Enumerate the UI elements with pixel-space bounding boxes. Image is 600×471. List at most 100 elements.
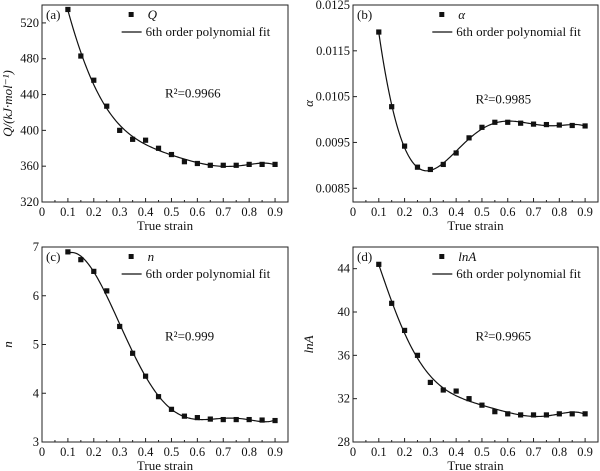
y-tick-label: 360: [20, 159, 39, 173]
x-tick-label: 0.4: [448, 445, 464, 459]
x-tick-label: 0.6: [500, 205, 516, 219]
y-tick-label: 4: [33, 386, 40, 400]
x-tick-label: 0.1: [60, 445, 76, 459]
x-tick-label: 0.5: [164, 445, 180, 459]
data-point: [569, 411, 575, 417]
data-point: [194, 415, 200, 421]
panel-label: (a): [46, 7, 60, 22]
panel-label: (b): [357, 7, 372, 22]
x-tick-label: 0.3: [112, 205, 128, 219]
data-point: [453, 150, 459, 156]
data-point: [78, 257, 84, 263]
data-point: [505, 411, 511, 417]
legend-marker-label: Q: [148, 7, 158, 22]
y-axis-label: n: [0, 341, 15, 348]
x-tick-label: 0.8: [552, 445, 568, 459]
x-tick-label: 0.4: [448, 205, 464, 219]
data-point: [168, 406, 175, 412]
x-tick-label: 0.7: [526, 205, 542, 219]
data-point: [272, 161, 278, 167]
x-axis-label: True strain: [447, 218, 504, 233]
data-point: [582, 123, 588, 129]
r-squared-annotation: R²=0.9985: [476, 92, 532, 107]
x-tick-label: 0.4: [138, 205, 154, 219]
x-tick-label: 0.9: [577, 205, 593, 219]
data-point: [414, 352, 421, 358]
legend-line-label: 6th order polynomial fit: [456, 24, 581, 39]
data-point: [233, 162, 239, 168]
data-point: [155, 145, 162, 151]
y-tick-label: 0.0095: [316, 135, 350, 149]
legend-marker-icon: [128, 12, 134, 17]
data-point: [440, 387, 446, 393]
data-point: [78, 53, 84, 59]
x-tick-label: 0.7: [526, 445, 542, 459]
data-point: [65, 6, 71, 13]
data-point: [427, 379, 433, 386]
x-tick-label: 0.1: [60, 205, 76, 219]
data-point: [401, 143, 408, 149]
plot-frame: [41, 4, 289, 203]
x-tick-label: 0.2: [86, 445, 102, 459]
y-axis-label: Q/(kJ·mol⁻¹): [0, 70, 15, 137]
data-point: [259, 161, 265, 167]
legend-marker-label: α: [458, 7, 466, 22]
x-axis-label: True strain: [447, 458, 504, 471]
legend-marker-icon: [439, 12, 445, 17]
x-tick-label: 0.9: [577, 445, 593, 459]
y-tick-label: 7: [33, 240, 39, 254]
x-tick-label: 0.5: [474, 205, 490, 219]
x-tick-label: 0.5: [474, 445, 490, 459]
data-point: [220, 416, 226, 423]
x-tick-label: 0.3: [423, 205, 439, 219]
panel-label: (c): [46, 249, 60, 264]
data-point: [427, 166, 433, 173]
data-point: [543, 121, 550, 128]
data-point: [272, 417, 278, 424]
data-point: [220, 162, 226, 168]
data-point: [376, 29, 382, 35]
plot-frame: [352, 246, 599, 443]
y-tick-label: 520: [20, 16, 39, 30]
x-tick-label: 0: [350, 205, 356, 219]
legend-marker-icon: [439, 254, 445, 259]
data-point: [233, 416, 239, 423]
y-tick-label: 0.0115: [316, 44, 350, 58]
data-point: [168, 151, 175, 158]
data-point: [246, 416, 252, 423]
legend-marker-label: n: [148, 249, 155, 264]
x-tick-label: 0.2: [86, 205, 102, 219]
data-point: [181, 413, 188, 419]
data-point: [466, 135, 472, 141]
panel-a: 0 0.1 0.2 0.3 0.4 0.5 0.6 0.7 0.8 0.9 320 360 400 440…: [0, 4, 289, 233]
y-tick-label: 32: [338, 392, 351, 406]
data-point: [492, 409, 498, 415]
x-tick-label: 0.9: [267, 205, 283, 219]
x-axis-label: True strain: [137, 218, 194, 233]
x-tick-label: 0.9: [267, 445, 283, 459]
x-tick-label: 0.5: [164, 205, 180, 219]
data-point: [518, 412, 524, 418]
x-tick-label: 0.7: [215, 205, 231, 219]
y-tick-label: 40: [338, 305, 351, 319]
data-point: [207, 416, 213, 422]
legend-marker-icon: [128, 254, 134, 259]
x-tick-label: 0.6: [190, 205, 206, 219]
x-tick-label: 0: [350, 445, 356, 459]
x-tick-label: 0.2: [397, 445, 413, 459]
data-point: [142, 373, 149, 379]
data-point: [582, 411, 588, 417]
plot-frame: [352, 4, 599, 203]
data-point: [246, 161, 252, 167]
y-tick-label: 480: [20, 52, 39, 66]
data-point: [440, 161, 446, 168]
data-point: [104, 103, 110, 109]
r-squared-annotation: R²=0.9966: [165, 86, 221, 101]
data-point: [466, 396, 472, 402]
x-tick-label: 0: [39, 205, 45, 219]
x-tick-label: 0.8: [552, 205, 568, 219]
x-tick-label: 0.4: [138, 445, 154, 459]
y-axis-label: α: [301, 99, 316, 107]
r-squared-annotation: R²=0.999: [165, 329, 214, 344]
